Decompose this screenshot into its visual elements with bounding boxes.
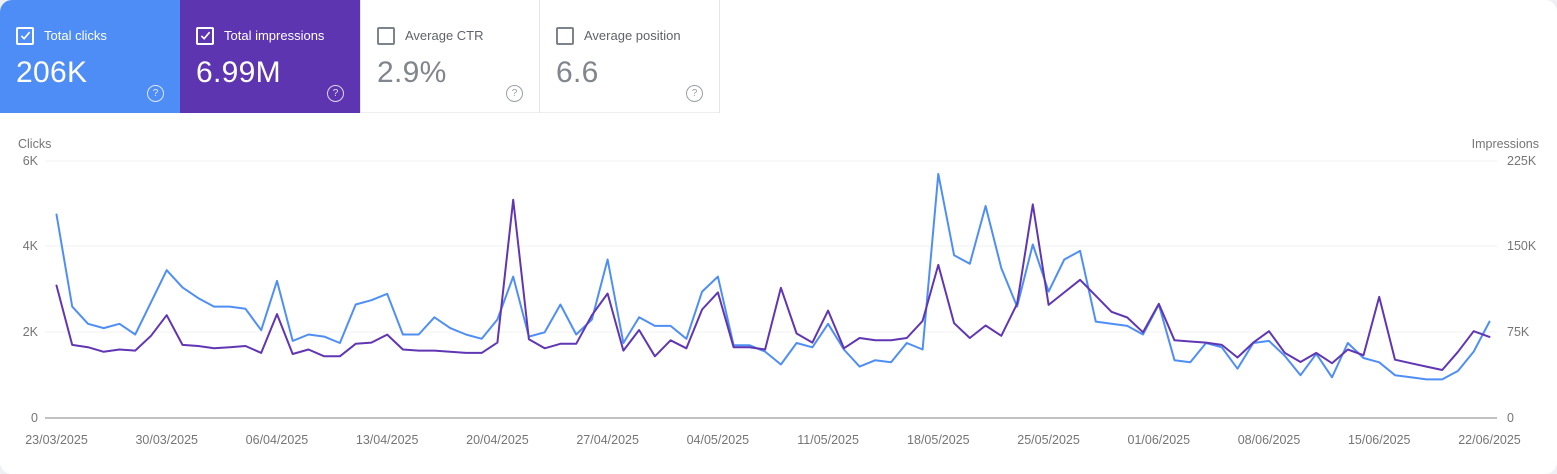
card-label: Average position bbox=[584, 28, 681, 43]
checkmark-icon bbox=[20, 31, 30, 40]
metric-card-average-position[interactable]: Average position 6.6 ? bbox=[540, 0, 720, 113]
x-axis-date-label: 30/03/2025 bbox=[135, 433, 198, 447]
right-axis-tick: 225K bbox=[1507, 154, 1537, 168]
card-value: 206K bbox=[16, 55, 88, 89]
x-axis-date-label: 20/04/2025 bbox=[466, 433, 529, 447]
card-value: 2.9% bbox=[377, 55, 447, 89]
x-axis-date-label: 15/06/2025 bbox=[1348, 433, 1411, 447]
total-clicks-checkbox[interactable] bbox=[16, 26, 34, 45]
right-axis-tick: 0 bbox=[1507, 411, 1514, 425]
x-axis-date-label: 11/05/2025 bbox=[797, 433, 859, 447]
total-impressions-checkbox[interactable] bbox=[196, 26, 214, 45]
right-axis-tick: 75K bbox=[1507, 325, 1530, 339]
left-axis-tick: 2K bbox=[23, 325, 39, 339]
left-axis-tick: 4K bbox=[23, 239, 39, 253]
metric-card-total-clicks[interactable]: Total clicks 206K ? bbox=[0, 0, 180, 113]
help-icon[interactable]: ? bbox=[327, 85, 344, 102]
performance-chart[interactable]: Clicks Impressions 6K 4K 2K 0 225K 150K 75K 0 23/0… bbox=[0, 113, 1557, 474]
right-axis-title: Impressions bbox=[1472, 137, 1539, 151]
left-axis-tick: 6K bbox=[23, 154, 39, 168]
card-value: 6.6 bbox=[556, 55, 599, 89]
x-axis-date-label: 04/05/2025 bbox=[687, 433, 750, 447]
clicks-line[interactable] bbox=[55, 172, 1491, 381]
x-axis-date-label: 23/03/2025 bbox=[25, 433, 88, 447]
metric-card-average-ctr[interactable]: Average CTR 2.9% ? bbox=[360, 0, 540, 113]
left-axis-tick: 0 bbox=[31, 411, 38, 425]
x-axis-date-label: 27/04/2025 bbox=[576, 433, 639, 447]
x-axis-date-label: 18/05/2025 bbox=[907, 433, 970, 447]
x-axis-date-label: 25/05/2025 bbox=[1017, 433, 1080, 447]
card-value: 6.99M bbox=[196, 55, 281, 89]
card-label: Total impressions bbox=[224, 28, 325, 43]
metric-card-total-impressions[interactable]: Total impressions 6.99M ? bbox=[180, 0, 360, 113]
average-position-checkbox[interactable] bbox=[556, 26, 574, 45]
average-ctr-checkbox[interactable] bbox=[377, 26, 395, 45]
card-label: Total clicks bbox=[44, 28, 107, 43]
help-icon[interactable]: ? bbox=[506, 85, 523, 102]
x-axis-date-label: 13/04/2025 bbox=[356, 433, 419, 447]
checkmark-icon bbox=[200, 31, 210, 40]
impressions-line[interactable] bbox=[55, 198, 1491, 371]
x-axis-date-label: 06/04/2025 bbox=[246, 433, 309, 447]
left-axis-title: Clicks bbox=[18, 137, 51, 151]
x-axis-date-label: 08/06/2025 bbox=[1238, 433, 1301, 447]
help-icon[interactable]: ? bbox=[686, 85, 703, 102]
clicks-impressions-line-chart[interactable]: Clicks Impressions 6K 4K 2K 0 225K 150K 75K 0 23/0… bbox=[0, 125, 1557, 474]
metric-cards: Total clicks 206K ? Total impressions 6.… bbox=[0, 0, 1557, 113]
x-axis-date-label: 22/06/2025 bbox=[1458, 433, 1521, 447]
right-axis-tick: 150K bbox=[1507, 239, 1537, 253]
help-icon[interactable]: ? bbox=[147, 85, 164, 102]
x-axis-date-label: 01/06/2025 bbox=[1128, 433, 1191, 447]
card-label: Average CTR bbox=[405, 28, 484, 43]
